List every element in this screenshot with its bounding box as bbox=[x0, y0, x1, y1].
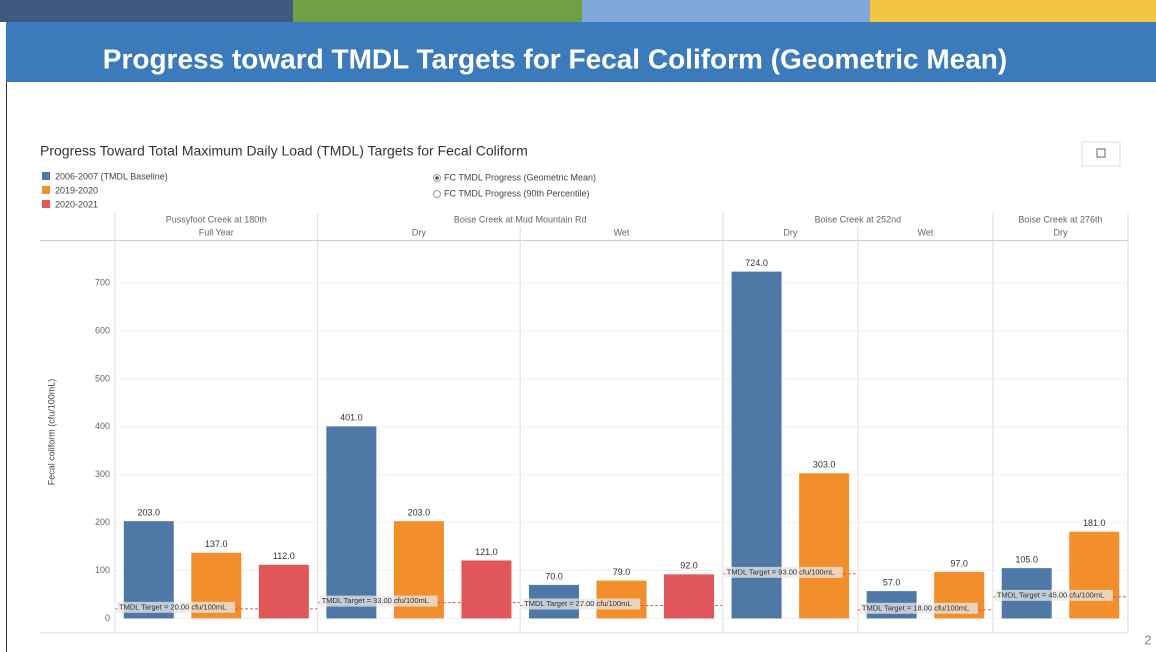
site-label: Boise Creek at 276th bbox=[1018, 214, 1102, 224]
y-tick-label: 500 bbox=[95, 373, 110, 383]
y-tick-label: 700 bbox=[95, 277, 110, 287]
site-label: Boise Creek at 252nd bbox=[815, 214, 902, 224]
season-label: Wet bbox=[917, 227, 933, 237]
season-label: Dry bbox=[412, 227, 426, 237]
bar bbox=[799, 473, 850, 619]
value-label: 724.0 bbox=[745, 258, 768, 268]
season-label: Dry bbox=[783, 227, 797, 237]
value-label: 79.0 bbox=[613, 567, 631, 577]
site-label: Pussyfoot Creek at 180th bbox=[166, 214, 267, 224]
value-label: 70.0 bbox=[545, 571, 563, 581]
target-box bbox=[994, 589, 1113, 601]
radio-label: FC TMDL Progress (Geometric Mean) bbox=[444, 172, 596, 182]
legend-label: 2006-2007 (TMDL Baseline) bbox=[55, 171, 168, 181]
bar bbox=[731, 271, 782, 619]
legend-swatch bbox=[42, 172, 50, 180]
radio[interactable] bbox=[433, 190, 441, 198]
radio-label: FC TMDL Progress (90th Percentile) bbox=[444, 188, 590, 198]
bar bbox=[326, 426, 377, 619]
target-label: TMDL Target = 45.00 cfu/100mL bbox=[997, 590, 1104, 599]
value-label: 92.0 bbox=[680, 561, 698, 571]
y-tick-label: 400 bbox=[95, 421, 110, 431]
season-label: Wet bbox=[614, 227, 630, 237]
header-bar bbox=[6, 22, 1156, 82]
legend-swatch bbox=[42, 200, 50, 208]
bar bbox=[258, 564, 309, 619]
value-label: 181.0 bbox=[1083, 518, 1106, 528]
y-tick-label: 300 bbox=[95, 469, 110, 479]
strip bbox=[293, 0, 582, 22]
radio-dot bbox=[435, 176, 439, 180]
target-label: TMDL Target = 27.00 cfu/100mL bbox=[524, 599, 631, 608]
y-axis-label: Fecal coliform (cfu/100mL) bbox=[46, 379, 56, 486]
bar bbox=[1069, 531, 1120, 619]
site-label: Boise Creek at Mud Mountain Rd bbox=[454, 214, 587, 224]
target-label: TMDL Target = 93.00 cfu/100mL bbox=[727, 567, 834, 576]
y-tick-label: 0 bbox=[105, 613, 110, 623]
target-label: TMDL Target = 18.00 cfu/100mL bbox=[862, 603, 969, 612]
value-label: 121.0 bbox=[475, 547, 498, 557]
season-label: Dry bbox=[1053, 227, 1067, 237]
page-number: 2 bbox=[1144, 632, 1151, 647]
y-tick-label: 600 bbox=[95, 325, 110, 335]
target-box bbox=[724, 566, 843, 578]
value-label: 203.0 bbox=[408, 508, 431, 518]
target-box bbox=[859, 602, 978, 614]
value-label: 401.0 bbox=[340, 413, 363, 423]
legend-label: 2019-2020 bbox=[55, 185, 98, 195]
target-label: TMDL Target = 20.00 cfu/100mL bbox=[119, 602, 226, 611]
legend-label: 2020-2021 bbox=[55, 199, 98, 209]
export-icon bbox=[1096, 148, 1106, 158]
target-box bbox=[522, 598, 641, 610]
bar bbox=[664, 574, 715, 619]
strip bbox=[582, 0, 870, 22]
chart-title: Progress Toward Total Maximum Daily Load… bbox=[40, 143, 528, 159]
season-label: Full Year bbox=[199, 227, 234, 237]
slide-title: Progress toward TMDL Targets for Fecal C… bbox=[103, 43, 1007, 74]
value-label: 137.0 bbox=[205, 539, 228, 549]
value-label: 97.0 bbox=[950, 558, 968, 568]
value-label: 203.0 bbox=[138, 508, 161, 518]
target-box bbox=[117, 601, 235, 613]
target-label: TMDL Target = 33.00 cfu/100mL bbox=[322, 596, 429, 605]
export-button[interactable] bbox=[1081, 141, 1121, 167]
value-label: 303.0 bbox=[813, 460, 836, 470]
y-tick-label: 200 bbox=[95, 517, 110, 527]
value-label: 57.0 bbox=[883, 577, 901, 587]
value-label: 112.0 bbox=[273, 551, 295, 561]
y-tick-label: 100 bbox=[95, 565, 110, 575]
bar bbox=[461, 560, 512, 619]
strip bbox=[870, 0, 1156, 22]
value-label: 105.0 bbox=[1015, 554, 1038, 564]
target-box bbox=[319, 595, 438, 607]
legend-swatch bbox=[42, 186, 50, 194]
strip bbox=[0, 0, 293, 22]
